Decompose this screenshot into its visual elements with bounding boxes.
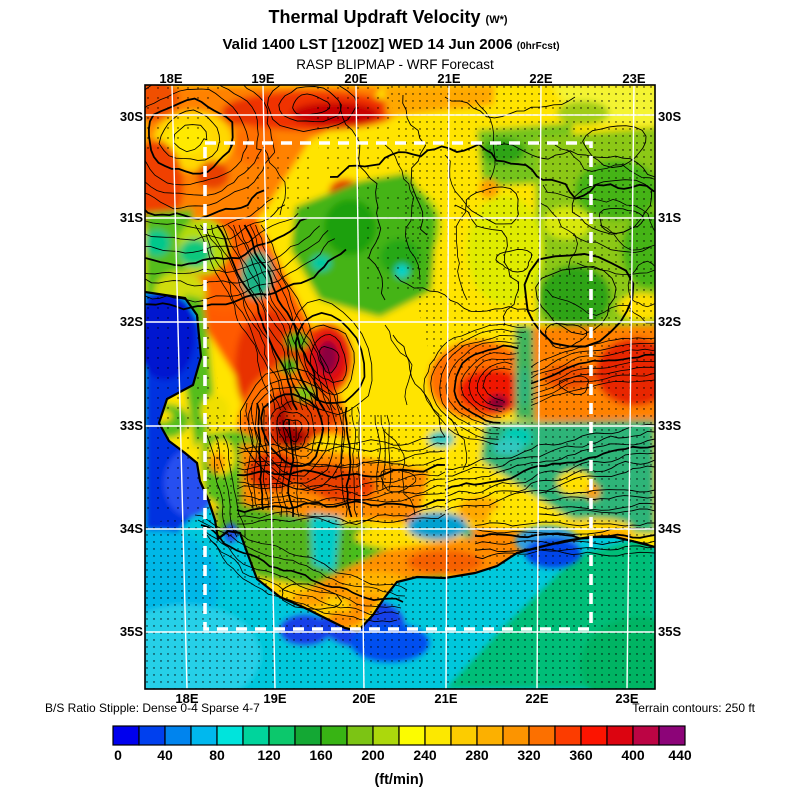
svg-text:280: 280 <box>465 747 489 763</box>
svg-text:18E: 18E <box>159 71 182 86</box>
svg-text:Valid 1400 LST [1200Z] WED 14: Valid 1400 LST [1200Z] WED 14 Jun 2006 (… <box>222 36 559 53</box>
svg-text:21E: 21E <box>437 71 460 86</box>
svg-text:21E: 21E <box>434 691 457 706</box>
svg-text:RASP BLIPMAP - WRF Forecast: RASP BLIPMAP - WRF Forecast <box>296 57 494 72</box>
svg-text:40: 40 <box>157 747 173 763</box>
svg-text:(ft/min): (ft/min) <box>374 772 423 788</box>
svg-text:34S: 34S <box>658 521 681 536</box>
svg-text:35S: 35S <box>658 624 681 639</box>
svg-text:Terrain contours: 250 ft: Terrain contours: 250 ft <box>632 701 755 715</box>
svg-text:80: 80 <box>209 747 225 763</box>
svg-text:33S: 33S <box>658 418 681 433</box>
svg-text:30S: 30S <box>120 109 143 124</box>
svg-text:200: 200 <box>361 747 385 763</box>
svg-text:19E: 19E <box>251 71 274 86</box>
svg-text:B/S Ratio Stipple: Dense 0-4: B/S Ratio Stipple: Dense 0-4 Sparse 4-7 <box>45 701 260 715</box>
svg-text:33S: 33S <box>120 418 143 433</box>
svg-text:31S: 31S <box>658 210 681 225</box>
svg-text:Thermal Updraft Velocity (W*): Thermal Updraft Velocity (W*) <box>268 7 507 27</box>
svg-text:22E: 22E <box>529 71 552 86</box>
svg-text:31S: 31S <box>120 210 143 225</box>
svg-text:34S: 34S <box>120 521 143 536</box>
svg-text:18E: 18E <box>175 691 198 706</box>
svg-text:320: 320 <box>517 747 541 763</box>
svg-text:240: 240 <box>413 747 437 763</box>
svg-text:20E: 20E <box>344 71 367 86</box>
svg-text:20E: 20E <box>352 691 375 706</box>
svg-text:120: 120 <box>257 747 281 763</box>
svg-text:23E: 23E <box>622 71 645 86</box>
svg-text:440: 440 <box>668 747 692 763</box>
svg-text:35S: 35S <box>120 624 143 639</box>
svg-text:0: 0 <box>114 747 122 763</box>
svg-text:160: 160 <box>309 747 333 763</box>
svg-text:360: 360 <box>569 747 593 763</box>
svg-text:400: 400 <box>621 747 645 763</box>
svg-text:19E: 19E <box>263 691 286 706</box>
svg-text:32S: 32S <box>120 314 143 329</box>
svg-text:22E: 22E <box>525 691 548 706</box>
svg-text:23E: 23E <box>615 691 638 706</box>
svg-text:30S: 30S <box>658 109 681 124</box>
svg-text:32S: 32S <box>658 314 681 329</box>
